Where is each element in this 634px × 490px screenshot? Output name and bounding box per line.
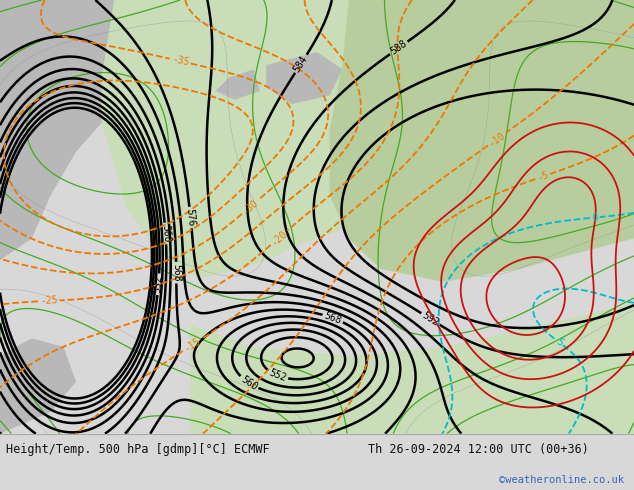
- Text: Height/Temp. 500 hPa [gdmp][°C] ECMWF: Height/Temp. 500 hPa [gdmp][°C] ECMWF: [6, 443, 270, 456]
- Text: -10: -10: [487, 130, 507, 148]
- Text: 584: 584: [292, 54, 310, 74]
- Polygon shape: [0, 0, 139, 260]
- Text: -30: -30: [240, 197, 260, 217]
- Text: -15: -15: [182, 336, 202, 354]
- Text: 552: 552: [153, 275, 164, 294]
- Polygon shape: [101, 0, 634, 277]
- Text: 576: 576: [184, 208, 197, 227]
- Text: 560: 560: [160, 224, 171, 243]
- Text: -5: -5: [536, 170, 550, 183]
- Polygon shape: [190, 304, 634, 434]
- Text: 568: 568: [171, 264, 181, 282]
- Text: -20: -20: [269, 228, 289, 247]
- Text: -35: -35: [171, 54, 190, 68]
- Polygon shape: [266, 52, 342, 104]
- Text: 552: 552: [268, 368, 288, 384]
- Text: 568: 568: [323, 310, 343, 326]
- Text: 5: 5: [553, 337, 564, 348]
- Polygon shape: [330, 0, 634, 282]
- Polygon shape: [0, 338, 76, 434]
- Text: 588: 588: [389, 39, 409, 57]
- Text: ©weatheronline.co.uk: ©weatheronline.co.uk: [500, 475, 624, 485]
- Text: -25: -25: [40, 295, 58, 306]
- Polygon shape: [216, 70, 260, 100]
- Text: 0: 0: [592, 212, 598, 223]
- Text: Th 26-09-2024 12:00 UTC (00+36): Th 26-09-2024 12:00 UTC (00+36): [368, 443, 588, 456]
- Text: 560: 560: [239, 374, 259, 392]
- Text: 592: 592: [420, 310, 441, 328]
